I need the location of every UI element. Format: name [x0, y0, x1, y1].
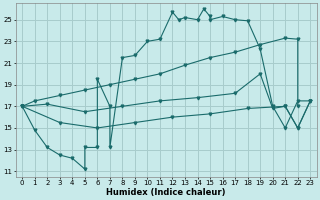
X-axis label: Humidex (Indice chaleur): Humidex (Indice chaleur) [107, 188, 226, 197]
